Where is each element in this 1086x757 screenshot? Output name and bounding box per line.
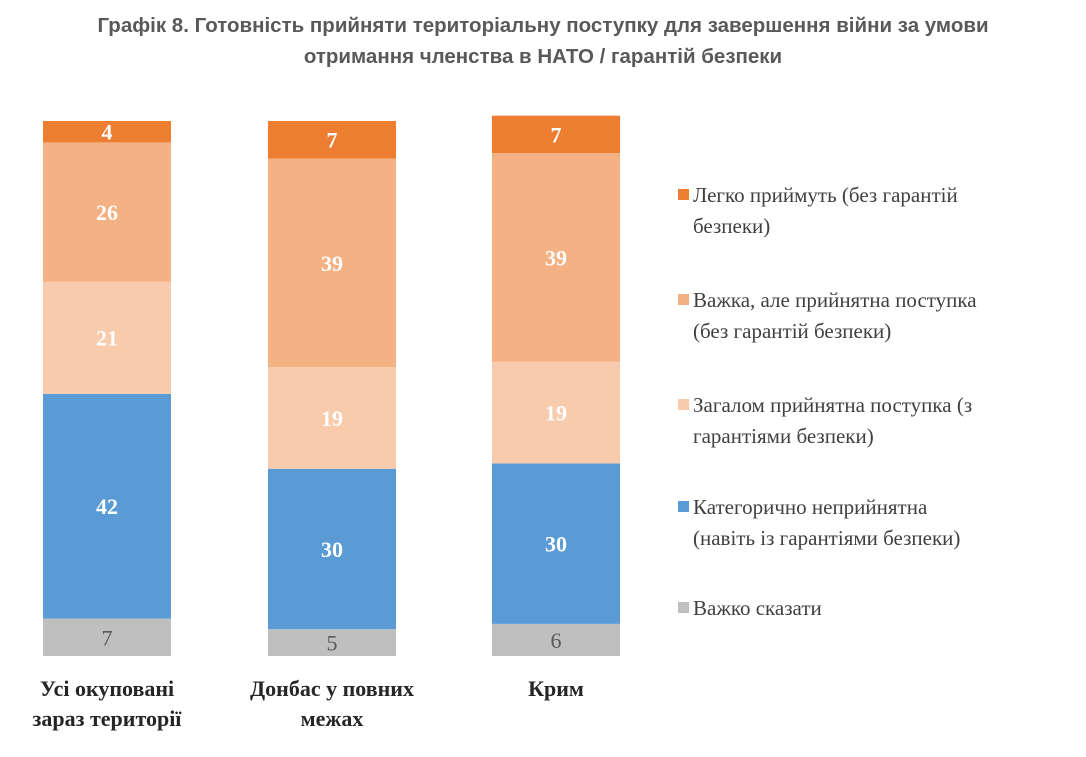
legend-label-line: (навіть із гарантіями безпеки) [693, 526, 961, 550]
chart-title: Графік 8. Готовність прийняти територіал… [0, 10, 1086, 72]
data-label: 7 [327, 128, 338, 153]
chart-title-line-1: Графік 8. Готовність прийняти територіал… [97, 14, 989, 37]
legend-label: Легко приймуть (без гарантій безпеки) [693, 180, 1078, 242]
bar-segment [268, 158, 396, 368]
legend-label-line: гарантіями безпеки) [693, 424, 874, 448]
legend-swatch [678, 602, 689, 613]
legend-label-line: (без гарантій безпеки) [693, 319, 892, 343]
data-label: 5 [327, 631, 338, 656]
bar-segment [492, 623, 620, 656]
bar-segment [43, 618, 171, 656]
bar-segment [43, 393, 171, 619]
category-label: Крим [528, 676, 584, 701]
legend-label-line: Загалом прийнятна поступка (з [693, 393, 973, 417]
data-label: 26 [96, 200, 118, 225]
bar-segment [43, 142, 171, 282]
legend-label: Загалом прийнятна поступка (з гарантіями … [693, 390, 1078, 452]
bar-segment [43, 121, 171, 143]
data-label: 30 [545, 532, 567, 557]
data-label: 6 [551, 628, 562, 653]
bar-segment [492, 361, 620, 464]
legend-label: Категорично неприйнятна (навіть із гарант… [693, 492, 1078, 554]
data-label: 4 [102, 120, 113, 145]
category-label: зараз території [33, 706, 183, 731]
data-label: 21 [96, 326, 118, 351]
legend-swatch [678, 399, 689, 410]
data-label: 19 [545, 401, 567, 426]
category-label: межах [301, 706, 364, 731]
bar-segment [268, 629, 396, 656]
bar-segment [268, 367, 396, 469]
legend-swatch [678, 501, 689, 512]
legend-label-line: Важка, але прийнятна поступка [693, 288, 977, 312]
legend-label-line: Важко сказати [693, 596, 822, 620]
legend-label: Важка, але прийнятна поступка (без гарант… [693, 285, 1078, 347]
data-label: 7 [551, 122, 562, 147]
chart-title-line-2: отримання членства в НАТО / гарантій без… [303, 45, 783, 68]
data-label: 19 [321, 406, 343, 431]
data-label: 30 [321, 537, 343, 562]
data-label: 39 [545, 245, 567, 270]
bar-segment [492, 463, 620, 624]
legend-swatch [678, 189, 689, 200]
bar-segment [492, 153, 620, 362]
bar-segment [492, 115, 620, 154]
legend-label-line: Легко приймуть (без гарантій [693, 183, 958, 207]
bar-segment [268, 121, 396, 159]
bar-segment [268, 468, 396, 630]
category-label: Донбас у повних [250, 676, 414, 701]
data-label: 39 [321, 251, 343, 276]
legend-label: Важко сказати [693, 593, 1078, 624]
data-label: 7 [102, 625, 113, 650]
legend-label-line: безпеки) [693, 214, 771, 238]
bar-segment [43, 281, 171, 394]
legend-label-line: Категорично неприйнятна [693, 495, 928, 519]
data-label: 42 [96, 494, 118, 519]
category-label: Усі окуповані [40, 676, 174, 701]
legend-swatch [678, 294, 689, 305]
